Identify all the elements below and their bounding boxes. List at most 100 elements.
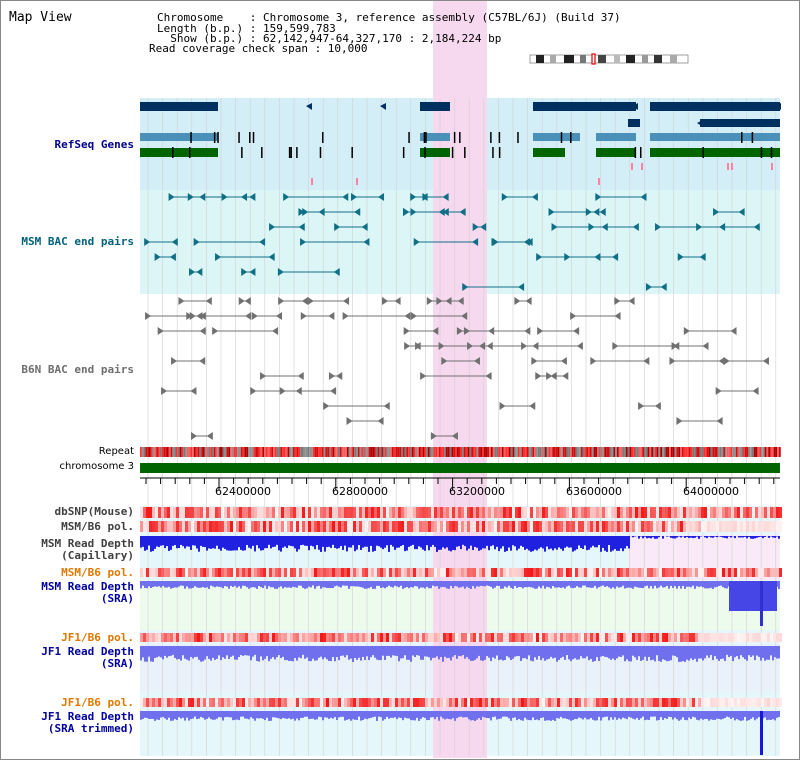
heat-cell xyxy=(296,698,299,707)
heat-cell xyxy=(443,698,446,707)
heat-cell xyxy=(347,568,350,577)
heat-cell xyxy=(350,568,353,577)
depth-bar xyxy=(160,711,162,718)
depth-bar xyxy=(754,646,756,661)
depth-bar xyxy=(456,581,458,587)
depth-bar xyxy=(754,711,756,721)
heat-cell xyxy=(248,507,251,518)
heat-cell xyxy=(620,698,623,707)
depth-bar xyxy=(384,581,386,589)
repeat-element xyxy=(343,447,346,457)
heat-cell xyxy=(632,521,635,532)
heat-cell xyxy=(629,633,632,642)
depth-bar xyxy=(396,711,398,720)
bac-end xyxy=(426,297,433,305)
heat-cell xyxy=(536,698,539,707)
depth-bar xyxy=(496,711,498,720)
repeat-element xyxy=(563,447,565,457)
depth-bar xyxy=(748,646,750,656)
depth-bar xyxy=(406,646,408,660)
track-label-jf1-b6-pol[interactable]: JF1/B6 pol. xyxy=(61,631,134,644)
depth-bar xyxy=(434,646,436,658)
heat-cell xyxy=(500,521,503,532)
heat-cell xyxy=(635,568,638,577)
track-label-msm-depth-sra[interactable]: MSM Read Depth (SRA) xyxy=(41,580,134,605)
depth-bar xyxy=(220,711,222,718)
heat-cell xyxy=(707,698,710,707)
bac-end xyxy=(480,223,487,231)
repeat-element xyxy=(543,447,545,457)
repeat-element xyxy=(647,447,650,457)
depth-bar xyxy=(614,536,616,550)
exon-tick xyxy=(351,147,353,158)
depth-bar xyxy=(314,711,316,720)
depth-bar xyxy=(142,711,144,719)
repeat-element xyxy=(771,447,774,457)
track-label-jf1-depth-sra[interactable]: JF1 Read Depth (SRA) xyxy=(41,645,134,670)
heat-cell xyxy=(473,521,476,532)
heat-cell xyxy=(371,507,374,518)
repeat-element xyxy=(523,447,526,457)
heat-cell xyxy=(554,698,557,707)
depth-bar xyxy=(660,711,662,718)
track-label-msm-b6-pol-2[interactable]: MSM/B6 pol. xyxy=(61,566,134,579)
depth-bar xyxy=(256,711,258,719)
depth-bar xyxy=(510,536,512,551)
depth-bar xyxy=(618,536,620,551)
track-label-jf1-b6-pol-2[interactable]: JF1/B6 pol. xyxy=(61,696,134,709)
heat-cell xyxy=(707,568,710,577)
heat-cell xyxy=(557,633,560,642)
depth-bar xyxy=(280,646,282,659)
depth-bar xyxy=(468,646,470,660)
heat-cell xyxy=(569,698,572,707)
repeat-element xyxy=(260,447,263,457)
depth-bar xyxy=(742,711,744,721)
heat-cell xyxy=(377,698,380,707)
depth-bar xyxy=(358,536,360,546)
depth-bar xyxy=(576,536,578,550)
track-label-dbsnp[interactable]: dbSNP(Mouse) xyxy=(54,505,134,518)
track-label-msm-bac[interactable]: MSM BAC end pairs xyxy=(21,235,134,248)
depth-bar xyxy=(774,536,776,538)
depth-bar xyxy=(294,646,296,659)
repeat-element xyxy=(613,447,616,457)
chromosome-ideogram[interactable] xyxy=(528,53,690,65)
depth-bar xyxy=(188,536,190,547)
depth-bar xyxy=(318,711,320,717)
track-label-msm-b6-pol[interactable]: MSM/B6 pol. xyxy=(61,520,134,533)
depth-bar xyxy=(278,536,280,551)
heat-cell xyxy=(779,698,782,707)
depth-bar xyxy=(514,711,516,718)
heat-cell xyxy=(671,568,674,577)
track-label-b6n-bac[interactable]: B6N BAC end pairs xyxy=(21,363,134,376)
depth-bar xyxy=(556,581,558,588)
bac-end xyxy=(518,283,525,291)
heat-cell xyxy=(344,507,347,518)
depth-bar xyxy=(680,646,682,662)
depth-bar xyxy=(694,536,696,538)
track-label-jf1-depth-trimmed[interactable]: JF1 Read Depth (SRA trimmed) xyxy=(41,710,134,735)
repeat-element xyxy=(240,447,243,457)
depth-bar xyxy=(154,581,156,587)
depth-bar xyxy=(334,581,336,587)
track-label-msm-depth-capillary[interactable]: MSM Read Depth (Capillary) xyxy=(41,537,134,562)
track-label-refseq[interactable]: RefSeq Genes xyxy=(54,138,134,151)
depth-bar xyxy=(184,646,186,659)
heat-cell xyxy=(776,507,779,518)
heat-cell xyxy=(317,521,320,532)
depth-bar xyxy=(408,581,410,589)
depth-bar xyxy=(564,711,566,719)
depth-bar xyxy=(582,581,584,586)
bac-end xyxy=(403,208,410,216)
heat-cell xyxy=(749,507,752,518)
depth-bar xyxy=(432,536,434,545)
bac-end xyxy=(715,387,722,395)
depth-bar xyxy=(458,711,460,718)
heat-cell xyxy=(512,521,515,532)
repeat-element xyxy=(525,447,527,457)
repeat-element xyxy=(300,447,302,457)
bac-end xyxy=(169,253,176,261)
depth-bar xyxy=(630,711,632,718)
